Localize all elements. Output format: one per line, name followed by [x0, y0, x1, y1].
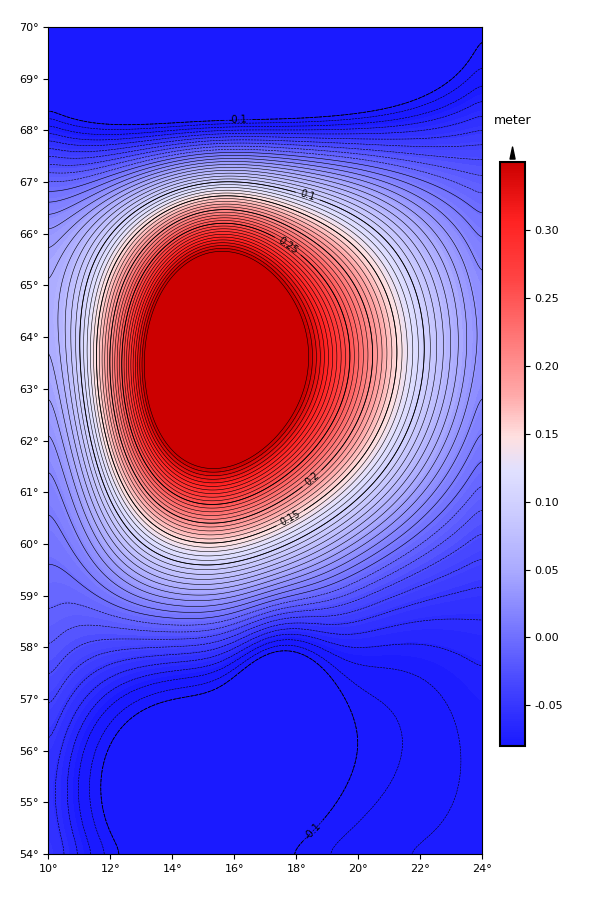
Text: -0.1: -0.1 — [229, 115, 248, 125]
Text: 0.15: 0.15 — [279, 509, 302, 528]
Text: -0.1: -0.1 — [303, 821, 323, 841]
Text: meter: meter — [494, 114, 531, 127]
Text: 0.25: 0.25 — [277, 236, 300, 255]
Text: 0.2: 0.2 — [303, 470, 321, 487]
Text: 0.1: 0.1 — [299, 189, 317, 203]
